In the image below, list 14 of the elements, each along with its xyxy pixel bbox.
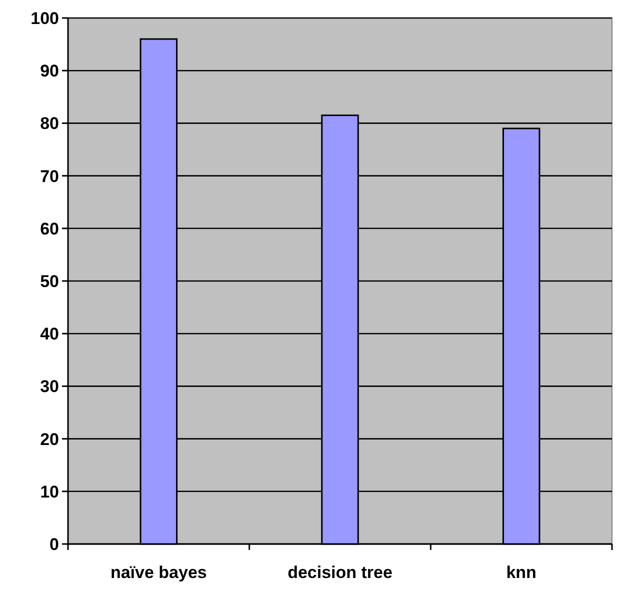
x-tick-label: naïve bayes (110, 563, 207, 582)
y-tick-label: 70 (40, 166, 59, 186)
x-tick-label: decision tree (288, 563, 392, 582)
y-tick-label: 0 (50, 534, 59, 554)
y-tick-label: 40 (40, 324, 59, 344)
y-tick-label: 30 (40, 377, 59, 396)
y-tick-label: 60 (40, 219, 59, 238)
y-tick-label: 20 (40, 430, 59, 449)
y-tick-label: 90 (40, 62, 59, 81)
x-tick-label: knn (506, 563, 536, 582)
y-tick-label: 10 (40, 482, 59, 502)
y-tick-label: 100 (30, 8, 59, 28)
y-tick-label: 80 (40, 114, 59, 134)
y-tick-label: 50 (40, 272, 59, 291)
